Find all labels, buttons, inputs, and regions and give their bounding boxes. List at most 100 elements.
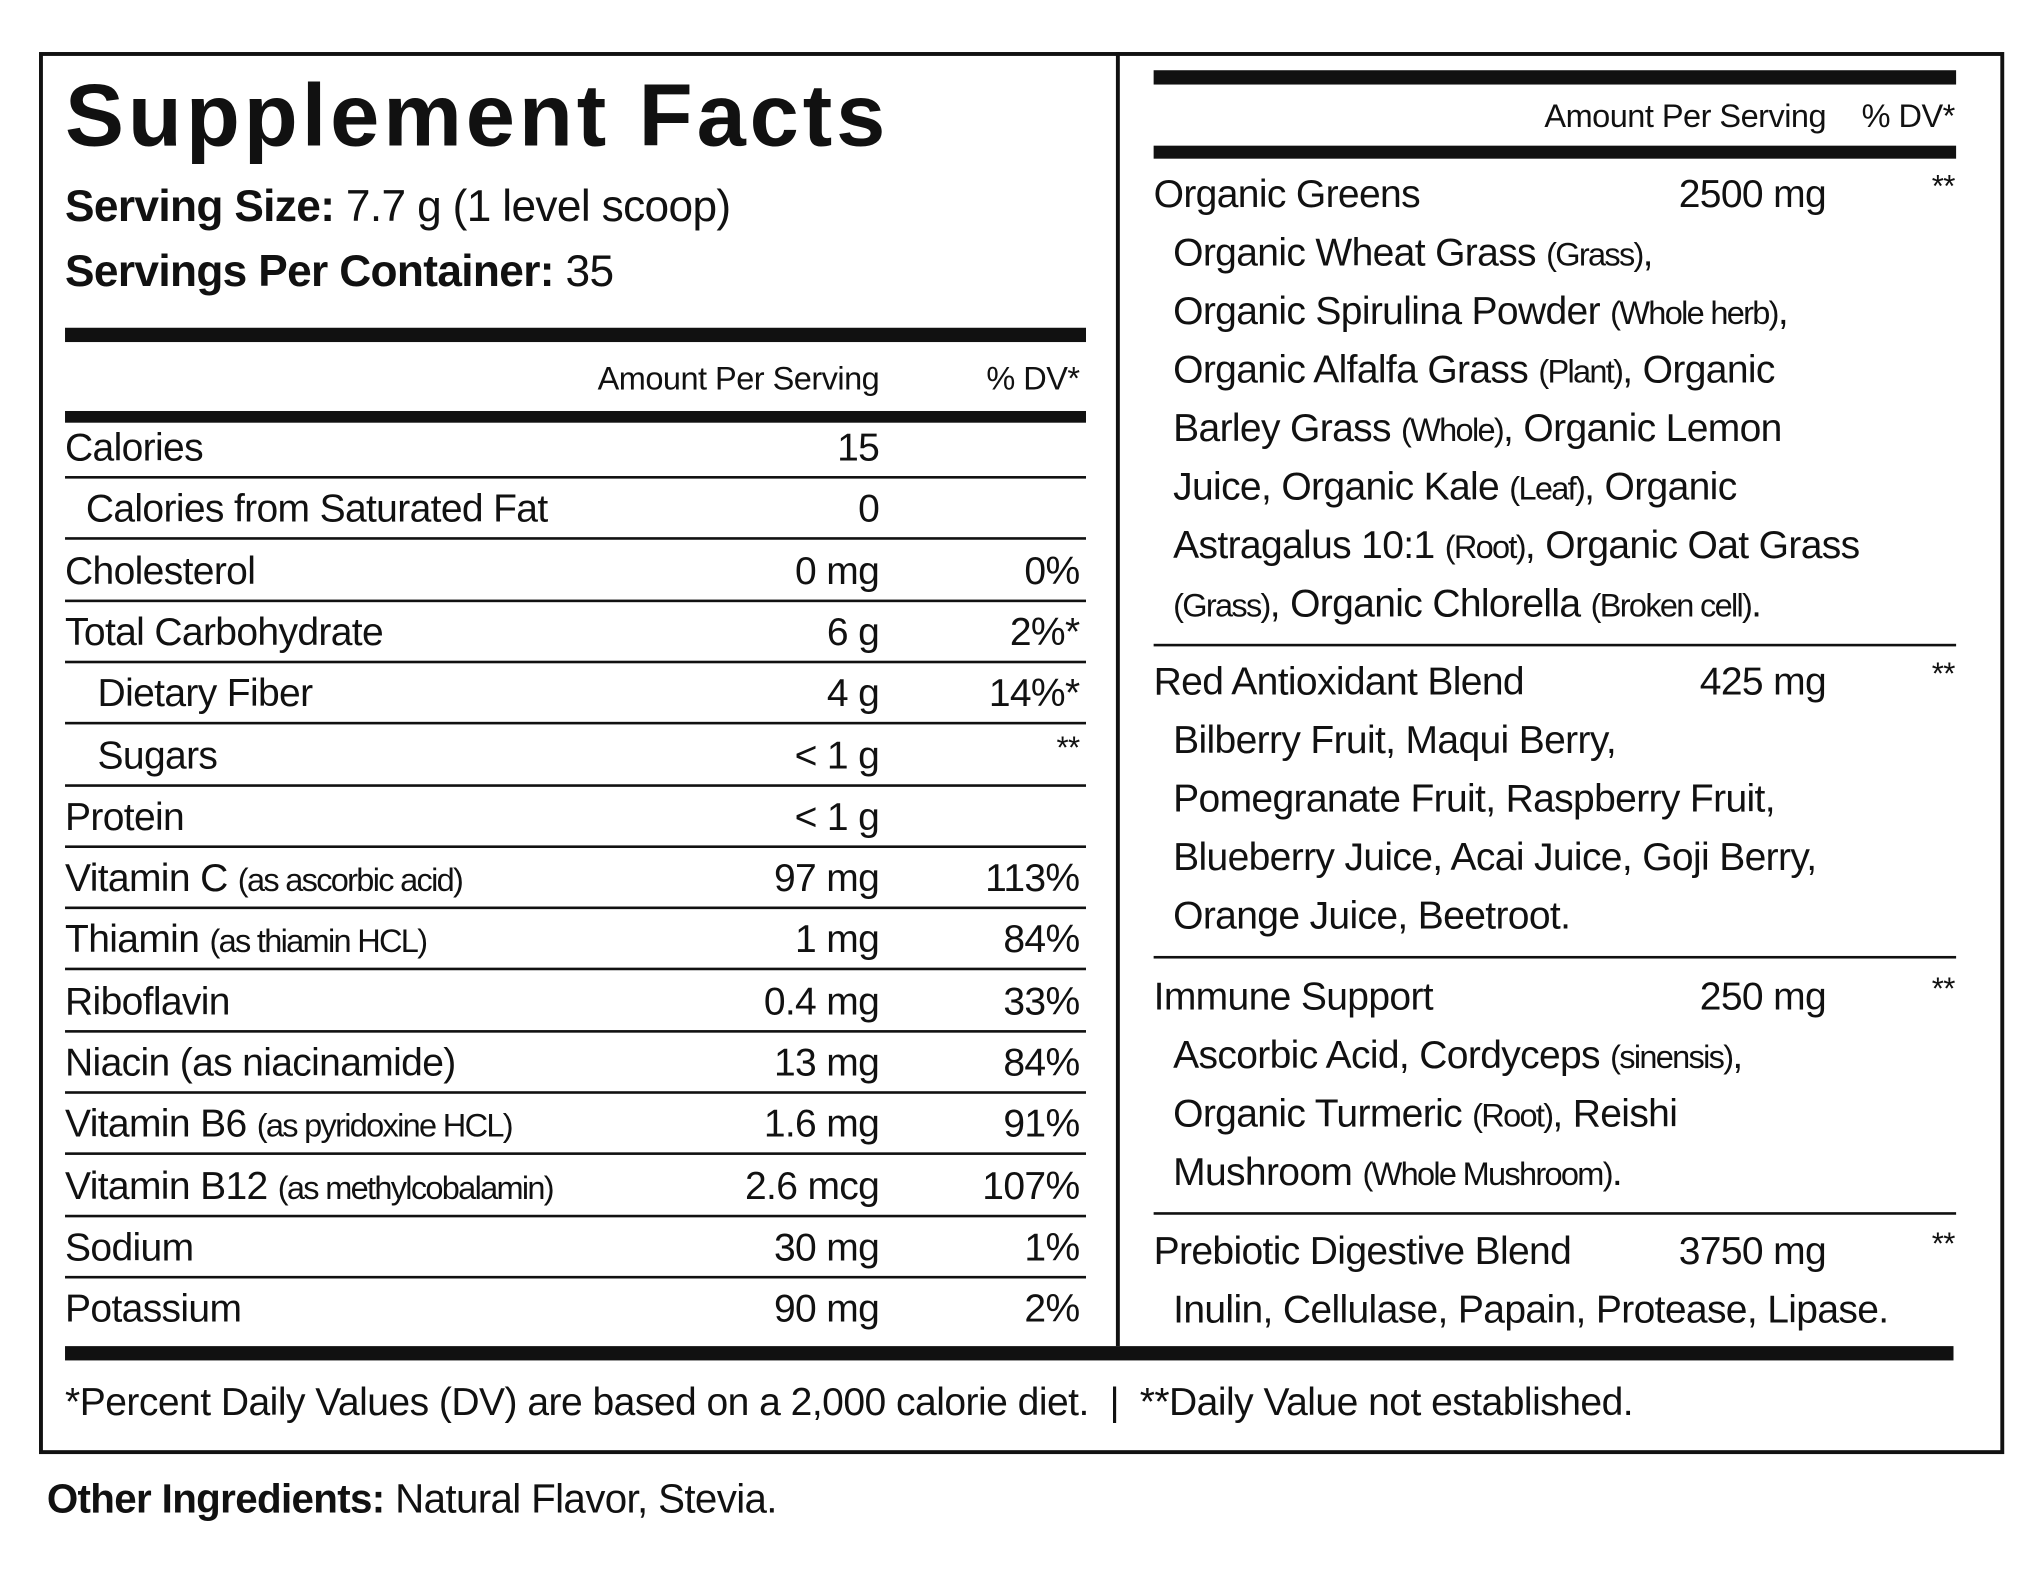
nutrient-source-note: (as methylcobalamin) bbox=[277, 1170, 555, 1207]
nutrient-source-note: (as pyridoxine HCL) bbox=[256, 1108, 514, 1145]
section-divider bbox=[1153, 955, 1957, 959]
ingredient-text: Organic Spirulina Powder bbox=[1173, 290, 1611, 333]
nutrient-amount: < 1 g bbox=[794, 795, 880, 839]
nutrient-dv: 2%* bbox=[1009, 611, 1080, 655]
section-divider bbox=[1153, 1212, 1957, 1215]
serving-size: Serving Size: 7.7 g (1 level scoop) bbox=[65, 182, 731, 233]
blend-amount: 250 mg bbox=[1699, 975, 1827, 1019]
servings-per-container: Servings Per Container: 35 bbox=[65, 247, 614, 298]
nutrient-name-text: Sugars bbox=[97, 734, 218, 778]
nutrient-name-text: Niacin (as niacinamide) bbox=[65, 1041, 456, 1085]
nutrient-name: Niacin (as niacinamide) bbox=[65, 1042, 456, 1086]
nutrient-name-text: Total Carbohydrate bbox=[65, 611, 384, 655]
nutrient-amount: 6 g bbox=[826, 611, 880, 655]
nutrient-dv: ** bbox=[1056, 730, 1080, 766]
ingredient-line: Mushroom (Whole Mushroom). bbox=[1173, 1151, 1623, 1195]
nutrient-name-text: Vitamin C bbox=[65, 857, 228, 901]
blend-dv: ** bbox=[1931, 169, 1956, 205]
nutrient-name: Cholesterol bbox=[65, 550, 256, 594]
nutrient-amount: 1 mg bbox=[795, 918, 880, 962]
nutrient-dv: 107% bbox=[982, 1164, 1080, 1208]
nutrient-name: Protein bbox=[65, 796, 185, 840]
ingredient-line: Organic Spirulina Powder (Whole herb), bbox=[1173, 290, 1789, 334]
blend-name: Immune Support bbox=[1153, 975, 1434, 1019]
blend-name: Prebiotic Digestive Blend bbox=[1153, 1230, 1572, 1274]
nutrient-name-text: Vitamin B12 bbox=[65, 1164, 268, 1208]
ingredient-line: Barley Grass (Whole), Organic Lemon bbox=[1173, 407, 1782, 451]
ingredient-line: Organic Alfalfa Grass (Plant), Organic bbox=[1173, 349, 1775, 393]
page-title: Supplement Facts bbox=[65, 66, 890, 166]
nutrient-name-text: Potassium bbox=[65, 1287, 242, 1331]
ingredient-line: Organic Wheat Grass (Grass), bbox=[1173, 232, 1653, 276]
nutrient-dv: 84% bbox=[1003, 1041, 1080, 1085]
ingredient-text: , bbox=[1777, 290, 1789, 333]
nutrient-dv: 1% bbox=[1024, 1226, 1080, 1270]
ingredient-line: (Grass), Organic Chlorella (Broken cell)… bbox=[1173, 583, 1762, 627]
row-divider bbox=[65, 1214, 1087, 1217]
nutrient-name-text: Vitamin B6 bbox=[65, 1103, 247, 1147]
row-divider bbox=[65, 1091, 1087, 1094]
ingredient-part-note: (sinensis) bbox=[1610, 1039, 1734, 1076]
row-divider bbox=[65, 1029, 1087, 1033]
ingredient-text: , bbox=[1642, 231, 1654, 275]
heavy-rule bbox=[1153, 145, 1957, 159]
nutrient-dv: 2% bbox=[1024, 1287, 1080, 1331]
ingredient-text: Barley Grass bbox=[1173, 407, 1402, 451]
ingredient-text: Bilberry Fruit, Maqui Berry, bbox=[1173, 719, 1617, 763]
ingredient-text: Blueberry Juice, Acai Juice, Goji Berry, bbox=[1173, 836, 1817, 880]
other-ingredients-value: Natural Flavor, Stevia. bbox=[395, 1476, 777, 1522]
ingredient-text: Astragalus 10:1 bbox=[1173, 524, 1445, 568]
blend-dv: ** bbox=[1931, 971, 1956, 1007]
nutrient-amount: 0 mg bbox=[795, 549, 880, 593]
servings-per-container-label: Servings Per Container: bbox=[65, 247, 554, 297]
ingredient-text: , Organic bbox=[1622, 348, 1775, 392]
blend-amount: 3750 mg bbox=[1678, 1230, 1827, 1274]
heavy-rule bbox=[65, 327, 1087, 343]
ingredient-line: Astragalus 10:1 (Root), Organic Oat Gras… bbox=[1173, 524, 1860, 568]
heavy-rule bbox=[1153, 70, 1957, 85]
other-ingredients-label: Other Ingredients: bbox=[46, 1476, 385, 1522]
nutrient-dv: 91% bbox=[1003, 1103, 1080, 1147]
ingredient-text: Orange Juice, Beetroot. bbox=[1173, 894, 1571, 938]
ingredient-text: , Organic bbox=[1584, 465, 1737, 509]
ingredient-line: Organic Turmeric (Root), Reishi bbox=[1173, 1093, 1678, 1137]
ingredient-text: Organic Wheat Grass bbox=[1173, 231, 1547, 275]
row-divider bbox=[65, 1275, 1087, 1279]
nutrient-amount: 15 bbox=[837, 426, 880, 470]
nutrient-name: Vitamin B12 (as methylcobalamin) bbox=[65, 1164, 555, 1209]
nutrient-name: Potassium bbox=[65, 1287, 242, 1332]
row-divider bbox=[65, 476, 1087, 479]
nutrient-dv: 14%* bbox=[988, 672, 1080, 716]
nutrient-name: Sodium bbox=[65, 1226, 194, 1270]
nutrient-amount: 1.6 mg bbox=[763, 1103, 880, 1147]
ingredient-part-note: (Leaf) bbox=[1509, 470, 1585, 508]
ingredient-text: Inulin, Cellulase, Papain, Protease, Lip… bbox=[1173, 1288, 1889, 1332]
nutrient-amount: 97 mg bbox=[773, 857, 880, 901]
nutrient-name-text: Dietary Fiber bbox=[97, 672, 314, 716]
nutrient-amount: 90 mg bbox=[773, 1287, 880, 1331]
nutrient-dv: 113% bbox=[985, 857, 1080, 901]
nutrient-amount: < 1 g bbox=[794, 734, 880, 778]
nutrient-name-text: Riboflavin bbox=[65, 980, 230, 1024]
footnote: *Percent Daily Values (DV) are based on … bbox=[65, 1381, 1634, 1425]
ingredient-text: , Organic Lemon bbox=[1503, 407, 1782, 451]
nutrient-name: Thiamin (as thiamin HCL) bbox=[65, 919, 428, 963]
ingredient-part-note: (Plant) bbox=[1538, 353, 1624, 391]
ingredient-line: Pomegranate Fruit, Raspberry Fruit, bbox=[1173, 778, 1775, 822]
nutrient-dv: 33% bbox=[1003, 980, 1080, 1024]
heavy-rule bbox=[65, 410, 1087, 423]
nutrient-source-note: (as thiamin HCL) bbox=[209, 923, 428, 961]
ingredient-part-note: (Grass) bbox=[1546, 236, 1644, 274]
ingredient-part-note: (Broken cell) bbox=[1590, 587, 1753, 625]
right-dv-header: % DV* bbox=[1861, 98, 1956, 135]
ingredient-text: , bbox=[1732, 1033, 1743, 1077]
nutrient-name-text: Sodium bbox=[65, 1226, 194, 1270]
label-border bbox=[39, 52, 2005, 1455]
ingredient-line: Juice, Organic Kale (Leaf), Organic bbox=[1173, 465, 1737, 510]
servings-per-container-value: 35 bbox=[565, 247, 614, 297]
row-divider bbox=[65, 660, 1087, 664]
ingredient-line: Orange Juice, Beetroot. bbox=[1173, 894, 1571, 939]
nutrient-name: Dietary Fiber bbox=[97, 672, 314, 717]
row-divider bbox=[65, 722, 1087, 725]
